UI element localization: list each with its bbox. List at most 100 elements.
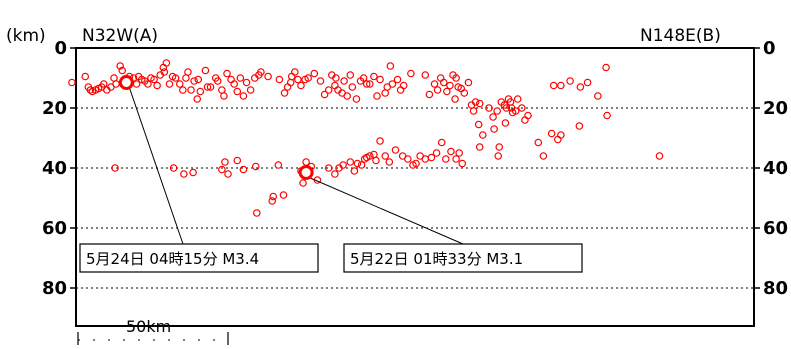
earthquake-point bbox=[317, 78, 323, 84]
earthquake-point bbox=[341, 78, 347, 84]
point-layer bbox=[69, 60, 663, 216]
earthquake-point bbox=[374, 93, 380, 99]
earthquake-point bbox=[292, 69, 298, 75]
earthquake-point bbox=[69, 79, 75, 85]
earthquake-point bbox=[185, 69, 191, 75]
earthquake-point bbox=[113, 81, 119, 87]
earthquake-point bbox=[221, 93, 227, 99]
earthquake-point bbox=[344, 93, 350, 99]
earthquake-point bbox=[502, 120, 508, 126]
earthquake-point bbox=[470, 108, 476, 114]
y-tick-label-left: 60 bbox=[42, 218, 67, 239]
earthquake-point bbox=[353, 96, 359, 102]
earthquake-point bbox=[247, 87, 253, 93]
y-tick-label-right: 40 bbox=[763, 158, 788, 179]
earthquake-point bbox=[494, 108, 500, 114]
earthquake-point bbox=[443, 156, 449, 162]
earthquake-point bbox=[265, 73, 271, 79]
earthquake-point bbox=[437, 75, 443, 81]
earthquake-point bbox=[461, 90, 467, 96]
y-tick-label-left: 0 bbox=[54, 38, 67, 59]
annotation-layer: 5月24日 04時15分 M3.4 5月22日 01時33分 M3.1 bbox=[80, 77, 582, 273]
earthquake-point bbox=[558, 132, 564, 138]
earthquake-point bbox=[558, 82, 564, 88]
earthquake-point bbox=[154, 82, 160, 88]
earthquake-point bbox=[270, 193, 276, 199]
earthquake-point bbox=[281, 90, 287, 96]
scale-bar: 50km bbox=[78, 317, 228, 345]
earthquake-point bbox=[401, 82, 407, 88]
earthquake-point bbox=[490, 114, 496, 120]
earthquake-point bbox=[254, 210, 260, 216]
earthquake-point bbox=[234, 88, 240, 94]
earthquake-point bbox=[444, 88, 450, 94]
y-tick-label-right: 60 bbox=[763, 218, 788, 239]
earthquake-point bbox=[373, 157, 379, 163]
earthquake-point bbox=[300, 180, 306, 186]
earthquake-point bbox=[347, 72, 353, 78]
earthquake-point bbox=[377, 138, 383, 144]
y-tick-label-right: 80 bbox=[763, 278, 788, 299]
earthquake-point bbox=[491, 126, 497, 132]
earthquake-point bbox=[288, 79, 294, 85]
annotation-leader-line bbox=[309, 178, 463, 245]
earthquake-point bbox=[535, 139, 541, 145]
earthquake-point bbox=[195, 76, 201, 82]
earthquake-point bbox=[332, 82, 338, 88]
earthquake-point bbox=[382, 153, 388, 159]
earthquake-point bbox=[603, 64, 609, 70]
earthquake-point bbox=[234, 157, 240, 163]
earthquake-point bbox=[656, 153, 662, 159]
y-tick-label-left: 40 bbox=[42, 158, 67, 179]
earthquake-point bbox=[371, 73, 377, 79]
y-tick-label-left: 20 bbox=[42, 98, 67, 119]
earthquake-point bbox=[452, 96, 458, 102]
earthquake-point bbox=[431, 81, 437, 87]
earthquake-point bbox=[240, 93, 246, 99]
earthquake-point bbox=[280, 192, 286, 198]
earthquake-point bbox=[453, 156, 459, 162]
earthquake-point bbox=[408, 70, 414, 76]
earthquake-point bbox=[295, 76, 301, 82]
earthquake-point bbox=[456, 150, 462, 156]
earthquake-point bbox=[269, 198, 275, 204]
earthquake-point bbox=[405, 156, 411, 162]
earthquake-point bbox=[284, 84, 290, 90]
earthquake-point bbox=[394, 76, 400, 82]
earthquake-point bbox=[349, 84, 355, 90]
earthquake-point bbox=[219, 166, 225, 172]
earthquake-point bbox=[447, 82, 453, 88]
earthquake-point bbox=[576, 123, 582, 129]
earthquake-point bbox=[387, 63, 393, 69]
earthquake-point bbox=[351, 168, 357, 174]
earthquake-point bbox=[475, 121, 481, 127]
earthquake-point bbox=[160, 64, 166, 70]
earthquake-point bbox=[426, 91, 432, 97]
earthquake-point bbox=[82, 73, 88, 79]
earthquake-point bbox=[228, 76, 234, 82]
earthquake-point bbox=[550, 82, 556, 88]
y-tick-label-right: 20 bbox=[763, 98, 788, 119]
earthquake-point bbox=[188, 87, 194, 93]
earthquake-point bbox=[459, 160, 465, 166]
earthquake-point bbox=[240, 166, 246, 172]
earthquake-point bbox=[540, 153, 546, 159]
earthquake-point bbox=[253, 163, 259, 169]
earthquake-point bbox=[439, 139, 445, 145]
earthquake-point bbox=[522, 117, 528, 123]
earthquake-point bbox=[225, 171, 231, 177]
earthquake-point bbox=[525, 112, 531, 118]
earthquake-point bbox=[275, 162, 281, 168]
earthquake-point bbox=[289, 73, 295, 79]
earthquake-point bbox=[163, 60, 169, 66]
scale-bar-label: 50km bbox=[126, 317, 171, 336]
earthquake-point bbox=[477, 144, 483, 150]
annotation-label: 5月22日 01時33分 M3.1 bbox=[350, 250, 523, 268]
earthquake-point bbox=[166, 81, 172, 87]
earthquake-point bbox=[567, 78, 573, 84]
earthquake-point bbox=[441, 79, 447, 85]
earthquake-point bbox=[354, 160, 360, 166]
earthquake-point bbox=[433, 150, 439, 156]
earthquake-point bbox=[392, 147, 398, 153]
